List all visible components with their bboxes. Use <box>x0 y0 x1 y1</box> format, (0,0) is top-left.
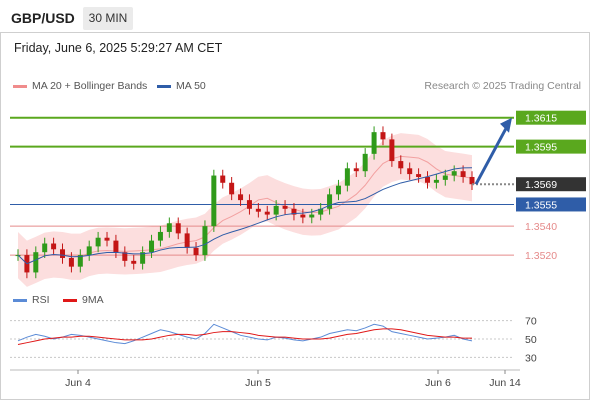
candle-body <box>122 252 128 261</box>
legend-rsi-label: RSI <box>32 294 50 306</box>
candle-body <box>371 132 377 154</box>
x-tick-label: Jun 4 <box>65 377 91 389</box>
candle-body <box>451 171 457 176</box>
ma50-line <box>17 167 473 265</box>
chart-header: GBP/USD 30 MIN <box>0 0 590 36</box>
level-tag-1.3555 <box>516 197 586 212</box>
legend-ma20: MA 20 + Bollinger Bands <box>13 80 147 92</box>
forecast-arrowhead <box>500 117 512 133</box>
rsi-tick-30: 30 <box>525 352 537 364</box>
candle-body <box>407 168 413 175</box>
candle-body <box>318 208 324 215</box>
candle-body <box>389 139 395 162</box>
candle-body <box>175 223 181 234</box>
level-label-1.3595: 1.3595 <box>525 142 557 154</box>
rsi-line <box>17 323 473 345</box>
level-tag-1.3615 <box>516 110 586 125</box>
candle-body <box>86 246 92 256</box>
level-tag-1.3595 <box>516 139 586 154</box>
current-price-tag <box>516 177 586 192</box>
candle-body <box>95 237 101 247</box>
candle-body <box>264 211 270 215</box>
credit-text: Research © 2025 Trading Central <box>424 80 581 92</box>
candle-body <box>211 175 217 227</box>
candle-body <box>140 252 146 264</box>
level-label-1.3520: 1.3520 <box>525 250 557 262</box>
candle-body <box>380 132 386 140</box>
candle-body <box>193 247 199 256</box>
legend-ma20-label: MA 20 + Bollinger Bands <box>32 80 148 92</box>
candle-body <box>68 257 74 267</box>
timestamp: Friday, June 6, 2025 5:29:27 AM CET <box>14 41 223 55</box>
current-price-label: 1.3569 <box>525 179 557 191</box>
candle-body <box>291 208 297 215</box>
rsi-tick-50: 50 <box>525 334 537 346</box>
legend-rsi: RSI <box>13 294 50 306</box>
level-label-1.3555: 1.3555 <box>525 199 557 211</box>
candle-body <box>238 194 244 201</box>
candle-body <box>42 243 48 253</box>
candle-body <box>60 249 66 258</box>
rsi-ma9-line <box>17 328 472 346</box>
candle-body <box>433 179 439 183</box>
candle-body <box>300 214 306 218</box>
candle-body <box>362 153 368 172</box>
candle-body <box>77 255 83 267</box>
legend-ma50: MA 50 <box>157 80 206 92</box>
rsi-swatch <box>13 298 27 302</box>
candle-body <box>220 175 226 183</box>
candle-body <box>398 161 404 169</box>
candle-body <box>344 168 350 186</box>
candle-body <box>460 171 466 177</box>
rsi-tick-70: 70 <box>525 316 537 328</box>
legend-9ma: 9MA <box>63 294 104 306</box>
candle-body <box>309 214 315 218</box>
x-tick-label: Jun 5 <box>245 377 271 389</box>
candle-body <box>229 182 235 195</box>
candle-body <box>273 205 279 215</box>
candle-body <box>149 240 155 253</box>
candle-body <box>113 240 119 253</box>
candle-body <box>131 260 137 264</box>
candle-body <box>353 168 359 172</box>
level-label-1.3615: 1.3615 <box>525 113 557 125</box>
x-tick-label: Jun 6 <box>425 377 451 389</box>
candle-body <box>184 233 190 248</box>
bollinger-band <box>18 133 472 287</box>
candle-body <box>327 194 333 209</box>
ma20-swatch <box>13 84 27 88</box>
candle-body <box>166 223 172 232</box>
candle-body <box>424 176 430 183</box>
ma9-swatch <box>63 298 77 302</box>
legend-ma50-label: MA 50 <box>176 80 206 92</box>
candle-body <box>246 200 252 209</box>
candle-body <box>416 174 422 177</box>
ma50-swatch <box>157 84 171 88</box>
candle-body <box>469 176 475 185</box>
candle-body <box>202 226 208 256</box>
symbol-title: GBP/USD <box>11 10 75 26</box>
legend-9ma-label: 9MA <box>82 294 104 306</box>
candle-body <box>51 243 57 250</box>
forecast-arrow <box>474 123 510 185</box>
ma20-line <box>17 155 473 265</box>
candle-body <box>442 175 448 180</box>
level-label-1.3540: 1.3540 <box>525 221 557 233</box>
candle-body <box>335 185 341 195</box>
candle-body <box>157 231 163 241</box>
interval-button[interactable]: 30 MIN <box>83 7 133 30</box>
x-tick-label: Jun 14 <box>489 377 521 389</box>
candle-body <box>282 205 288 209</box>
candle-body <box>33 252 39 273</box>
candle-body <box>255 208 261 212</box>
candle-body <box>104 237 110 241</box>
